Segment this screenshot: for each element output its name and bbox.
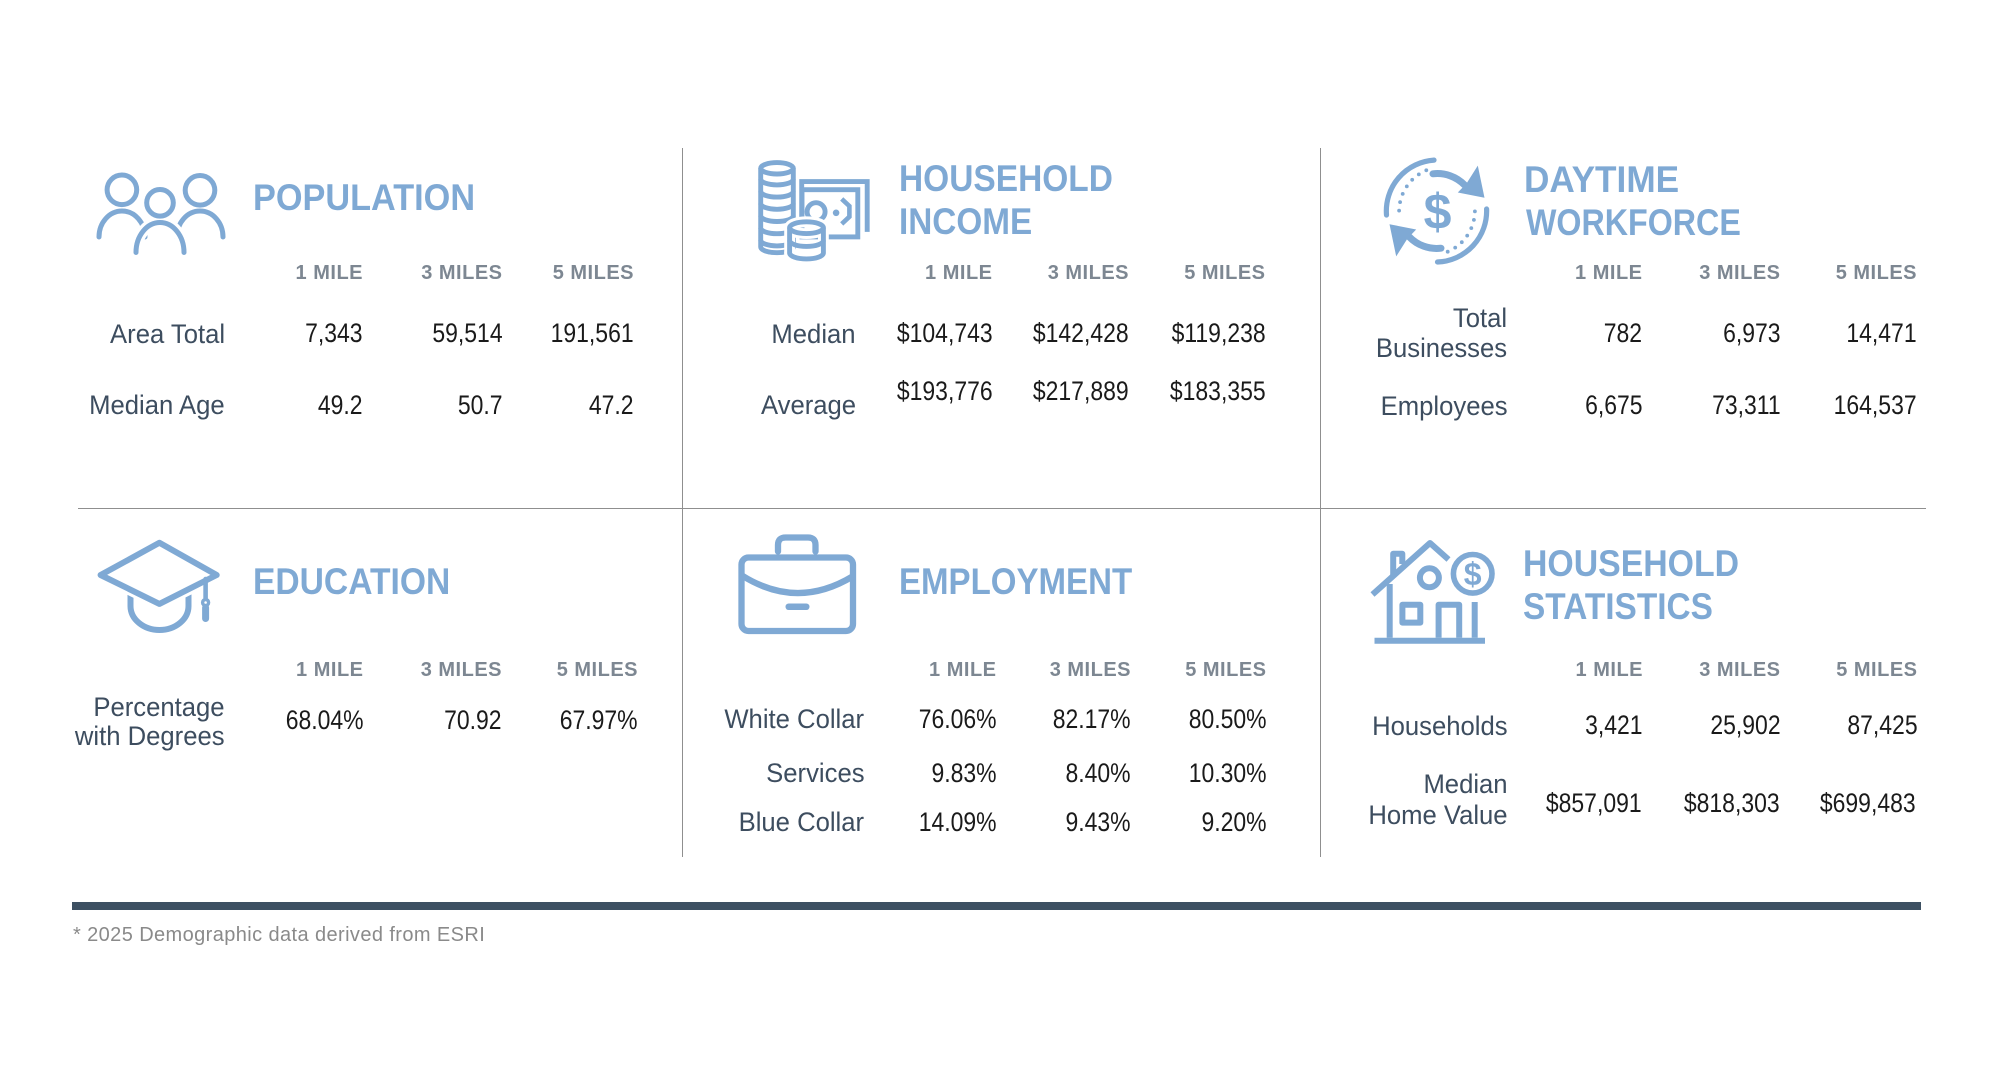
svg-text:$: $	[1424, 184, 1452, 240]
svg-text:$: $	[1464, 556, 1482, 592]
